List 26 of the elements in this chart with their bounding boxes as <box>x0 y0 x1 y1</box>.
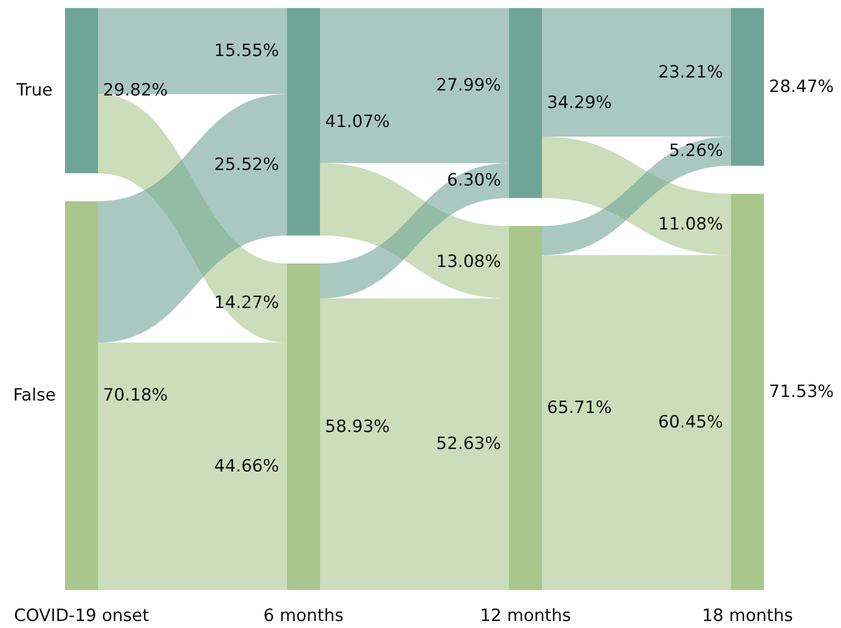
data-label: 6.30% <box>446 170 501 191</box>
category-label: False <box>13 386 56 406</box>
data-label: 27.99% <box>436 76 501 96</box>
data-label: 28.47% <box>769 76 834 97</box>
data-label: 44.66% <box>214 456 279 476</box>
data-label: 29.82% <box>103 80 168 101</box>
data-label: 14.27% <box>214 293 279 314</box>
data-label: 70.18% <box>103 386 168 406</box>
data-label: 5.26% <box>668 141 723 162</box>
data-label: 15.55% <box>214 41 279 62</box>
data-label: 41.07% <box>325 112 390 132</box>
data-label: 71.53% <box>769 382 834 402</box>
category-label: True <box>16 80 53 101</box>
category-label: 18 months <box>702 606 794 626</box>
data-label: 13.08% <box>436 252 501 272</box>
category-label: 12 months <box>480 606 572 626</box>
data-label: 11.08% <box>658 214 723 234</box>
data-label: 25.52% <box>214 154 279 175</box>
data-label: 60.45% <box>658 412 723 433</box>
data-label: 23.21% <box>658 62 723 82</box>
data-label: 34.29% <box>547 92 612 113</box>
data-label: 52.63% <box>436 434 501 454</box>
data-label: 65.71% <box>547 398 612 418</box>
category-label: COVID-19 onset <box>14 606 150 626</box>
category-label: 6 months <box>263 606 344 626</box>
data-label: 58.93% <box>325 416 390 437</box>
